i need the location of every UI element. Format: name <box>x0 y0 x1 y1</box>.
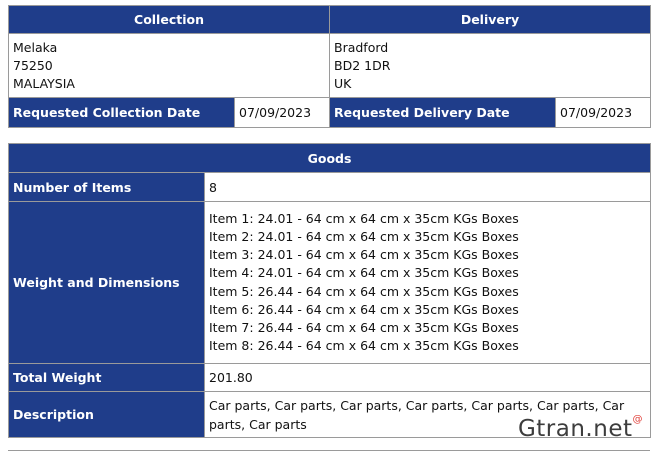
item-line: Item 7: 26.44 - 64 cm x 64 cm x 35cm KGs… <box>209 319 519 335</box>
watermark-logo: Gtran.net@ <box>517 414 643 442</box>
weight-dimensions-label: Weight and Dimensions <box>8 201 205 364</box>
item-line: Item 3: 24.01 - 64 cm x 64 cm x 35cm KGs… <box>209 247 519 263</box>
item-line: Item 2: 24.01 - 64 cm x 64 cm x 35cm KGs… <box>209 228 519 244</box>
delivery-header: Delivery <box>329 5 651 34</box>
watermark-mark: @ <box>632 414 643 425</box>
collection-date-value: 07/09/2023 <box>234 97 330 128</box>
collection-address: Melaka 75250 MALAYSIA <box>8 33 330 98</box>
description-value: Car parts, Car parts, Car parts, Car par… <box>203 391 652 438</box>
item-line: Item 8: 26.44 - 64 cm x 64 cm x 35cm KGs… <box>209 338 519 354</box>
delivery-date-value: 07/09/2023 <box>555 97 651 128</box>
collection-delivery-table: Collection Delivery Melaka 75250 MALAYSI… <box>8 5 651 128</box>
item-line: Item 5: 26.44 - 64 cm x 64 cm x 35cm KGs… <box>209 283 519 299</box>
delivery-address: Bradford BD2 1DR UK <box>329 33 651 98</box>
collection-date-label: Requested Collection Date <box>8 97 235 128</box>
total-weight-value: 201.80 <box>203 363 652 392</box>
delivery-date-label: Requested Delivery Date <box>329 97 556 128</box>
delivery-country: UK <box>334 75 352 91</box>
collection-country: MALAYSIA <box>13 75 75 91</box>
delivery-postcode: BD2 1DR <box>334 57 391 73</box>
item-line: Item 1: 24.01 - 64 cm x 64 cm x 35cm KGs… <box>209 210 519 226</box>
number-of-items-label: Number of Items <box>8 172 205 202</box>
collection-postcode: 75250 <box>13 57 53 73</box>
description-label: Description <box>8 391 205 438</box>
item-line: Item 6: 26.44 - 64 cm x 64 cm x 35cm KGs… <box>209 301 519 317</box>
number-of-items-value: 8 <box>203 172 652 202</box>
item-line: Item 4: 24.01 - 64 cm x 64 cm x 35cm KGs… <box>209 265 519 281</box>
watermark-text: Gtran.net <box>517 416 633 442</box>
collection-city: Melaka <box>13 39 58 55</box>
goods-table: Goods Number of Items 8 Weight and Dimen… <box>7 143 652 438</box>
total-weight-label: Total Weight <box>8 363 205 392</box>
collection-header: Collection <box>8 5 330 34</box>
bottom-divider <box>8 450 650 451</box>
delivery-city: Bradford <box>334 39 389 55</box>
goods-header: Goods <box>7 143 652 173</box>
weight-dimensions-list: Item 1: 24.01 - 64 cm x 64 cm x 35cm KGs… <box>203 201 652 364</box>
